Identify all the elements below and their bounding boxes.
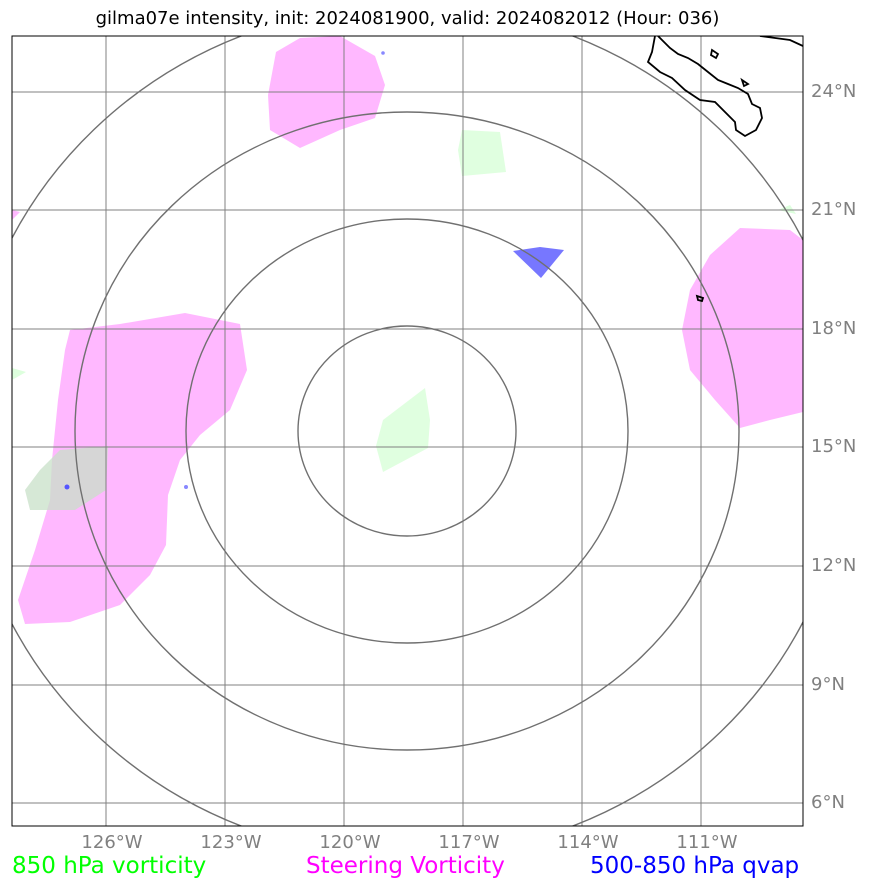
coast-island-2	[740, 77, 750, 88]
lat-label-6n: 6°N	[811, 792, 845, 813]
qvap-patches	[64, 51, 564, 490]
legend-qvap: 500-850 hPa qvap	[590, 853, 800, 879]
ring-2	[185, 218, 629, 644]
map-frame-border	[11, 35, 804, 827]
vorticity-patch-west	[25, 446, 108, 510]
lon-label-117w: 117°W	[438, 832, 500, 853]
steering-patch-east	[682, 228, 803, 428]
lat-label-18n: 18°N	[811, 318, 857, 339]
lat-label-9n: 9°N	[811, 674, 845, 695]
lat-label-12n: 12°N	[811, 555, 857, 576]
qvap-patch-main	[513, 247, 564, 278]
vorticity-patch-north	[458, 130, 506, 176]
lon-label-111w: 111°W	[676, 832, 738, 853]
lon-label-120w: 120°W	[319, 832, 381, 853]
coast-east	[759, 36, 803, 47]
map-gridlines	[12, 36, 803, 826]
qvap-dot-west	[64, 484, 70, 490]
ring-1	[297, 325, 517, 537]
lon-label-123w: 123°W	[200, 832, 262, 853]
distance-rings	[12, 36, 803, 826]
legend-steering-vorticity: Steering Vorticity	[306, 853, 505, 879]
coastline	[646, 36, 803, 303]
lat-label-21n: 21°N	[811, 199, 857, 220]
coast-island-1	[709, 48, 720, 60]
baja-coast	[646, 36, 763, 138]
vorticity-patch-center	[376, 388, 430, 472]
lon-label-114w: 114°W	[557, 832, 619, 853]
qvap-dot-north	[381, 51, 385, 55]
lat-label-24n: 24°N	[811, 81, 857, 102]
legend-850-vorticity: 850 hPa vorticity	[12, 853, 207, 879]
map-title: gilma07e intensity, init: 2024081900, va…	[95, 8, 720, 29]
vorticity-patch-edge	[12, 368, 26, 380]
lon-label-126w: 126°W	[81, 832, 143, 853]
island-socorro	[695, 294, 705, 303]
qvap-dot-center	[184, 485, 188, 489]
lat-label-15n: 15°N	[811, 436, 857, 457]
vorticity-850-patches	[12, 130, 796, 510]
steering-patch-edge	[12, 210, 20, 220]
ring-3	[74, 111, 740, 751]
